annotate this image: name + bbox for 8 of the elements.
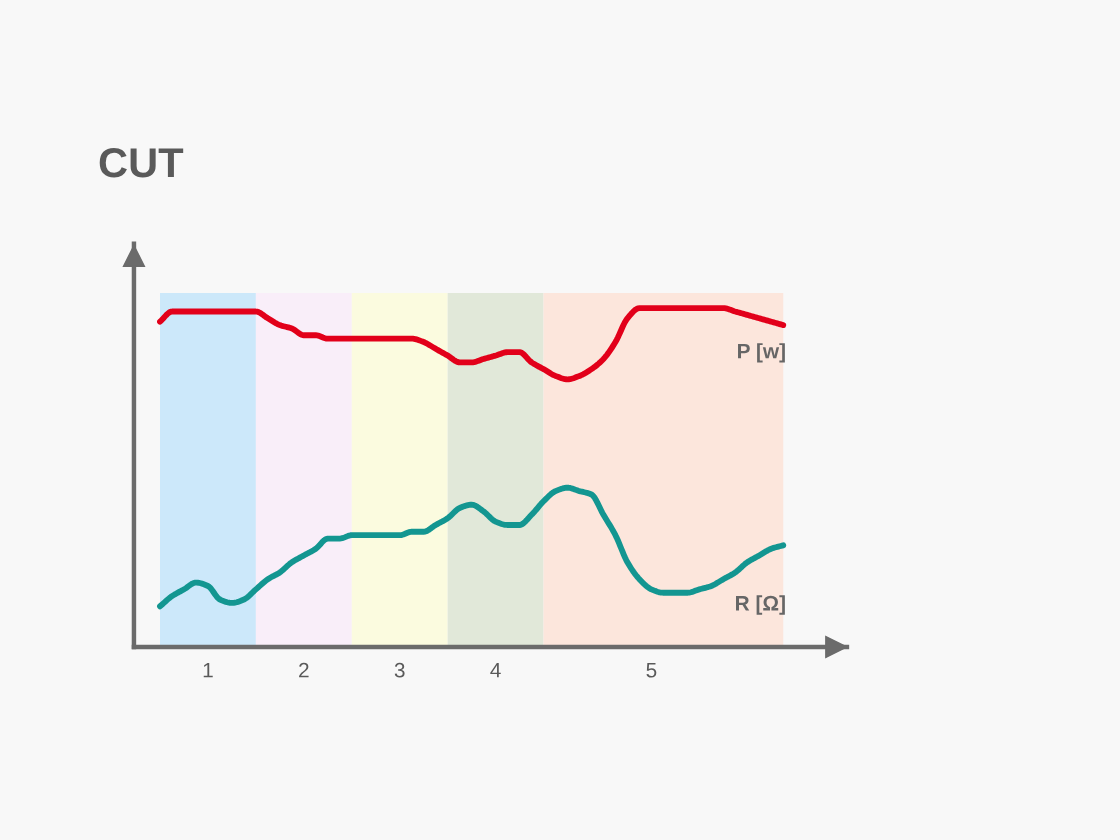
x-tick-label: 3 (394, 662, 405, 678)
chart-title: CUT (99, 148, 184, 178)
x-tick-label: 2 (299, 662, 309, 678)
x-tick-label: 4 (490, 663, 501, 678)
series-label: P [w] (738, 343, 785, 363)
x-tick-label: 5 (646, 663, 657, 678)
x-tick-label: 1 (203, 663, 213, 678)
series-label: R [Ω] (736, 595, 785, 615)
